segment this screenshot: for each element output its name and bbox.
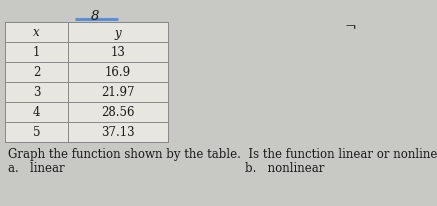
Text: 1: 1 <box>33 46 40 59</box>
Text: x: x <box>33 26 40 39</box>
Text: 37.13: 37.13 <box>101 126 135 139</box>
Text: 8: 8 <box>91 10 99 23</box>
Bar <box>5 23 168 142</box>
Text: 2: 2 <box>33 66 40 79</box>
Text: 28.56: 28.56 <box>101 106 135 119</box>
Text: 5: 5 <box>33 126 40 139</box>
Text: ¬: ¬ <box>344 20 356 34</box>
Text: 21.97: 21.97 <box>101 86 135 99</box>
Text: b.   nonlinear: b. nonlinear <box>245 161 324 174</box>
Text: y: y <box>114 26 121 39</box>
Text: 3: 3 <box>33 86 40 99</box>
Text: 4: 4 <box>33 106 40 119</box>
Text: 13: 13 <box>111 46 125 59</box>
Text: a.   linear: a. linear <box>8 161 65 174</box>
Text: 16.9: 16.9 <box>105 66 131 79</box>
Text: Graph the function shown by the table.  Is the function linear or nonlinear?: Graph the function shown by the table. I… <box>8 147 437 160</box>
